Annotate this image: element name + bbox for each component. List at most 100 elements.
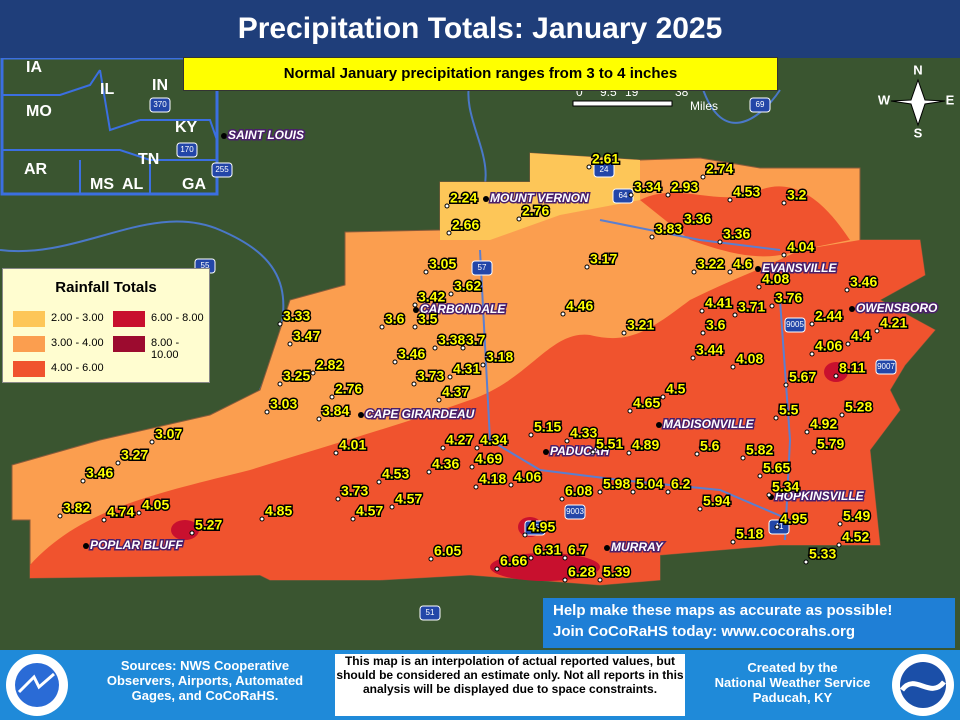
legend-swatch [13, 361, 45, 377]
station-dot [448, 291, 454, 297]
city-label: EVANSVILLE [762, 261, 837, 275]
station-value: 2.93 [671, 179, 698, 195]
station-value: 4.65 [633, 395, 660, 411]
station-value: 5.6 [700, 438, 720, 454]
station-value: 4.57 [356, 503, 383, 519]
station-value: 3.17 [590, 251, 617, 267]
station-dot [660, 394, 666, 400]
highway-shield [176, 142, 198, 158]
station-value: 5.79 [817, 436, 844, 452]
highway-shield [149, 97, 171, 113]
station-dot [469, 464, 475, 470]
station-value: 2.61 [592, 151, 619, 167]
station-dot [649, 234, 655, 240]
station-value: 3.36 [684, 211, 711, 227]
station-dot [264, 409, 270, 415]
station-dot [559, 496, 565, 502]
station-dot [444, 203, 450, 209]
station-value: 3.6 [385, 311, 405, 327]
highway-label: 370 [153, 100, 167, 109]
station-value: 4.57 [395, 491, 422, 507]
station-dot [845, 341, 851, 347]
station-dot [474, 445, 480, 451]
highway-shield [211, 162, 233, 178]
station-dot [350, 516, 356, 522]
station-dot [597, 577, 603, 583]
station-value: 3.84 [322, 403, 349, 419]
station-value: 5.15 [534, 419, 561, 435]
station-dot [259, 516, 265, 522]
station-dot [80, 478, 86, 484]
station-value: 5.04 [636, 476, 663, 492]
station-value: 3.7 [466, 332, 486, 348]
station-value: 2.44 [815, 308, 842, 324]
legend-swatch [113, 311, 145, 327]
scale-bar [572, 100, 673, 107]
city-label: SAINT LOUIS [228, 128, 304, 142]
station-value: 3.46 [398, 346, 425, 362]
station-dot [412, 302, 418, 308]
station-value: 2.82 [316, 357, 343, 373]
station-dot [136, 510, 142, 516]
station-dot [460, 345, 466, 351]
station-value: 3.27 [121, 447, 148, 463]
city-dot [543, 449, 549, 455]
station-dot [379, 324, 385, 330]
station-dot [727, 269, 733, 275]
station-value: 4.53 [733, 184, 760, 200]
legend-swatch [13, 311, 45, 327]
precip-6-8 [490, 553, 600, 581]
highway-shield [471, 260, 493, 276]
station-value: 4.36 [432, 456, 459, 472]
station-dot [809, 321, 815, 327]
city-label: CAPE GIRARDEAU [365, 407, 475, 421]
legend-label: 8.00 - 10.00 [151, 337, 180, 361]
compass-label: W [878, 92, 891, 107]
station-dot [564, 438, 570, 444]
station-value: 3.44 [696, 342, 723, 358]
station-value: 3.05 [429, 256, 456, 272]
highway-label: 57 [478, 263, 487, 272]
highway-shield [875, 359, 897, 375]
station-dot [694, 451, 700, 457]
highway-label: 64 [619, 191, 628, 200]
station-value: 5.98 [603, 476, 630, 492]
highway-label: 170 [180, 145, 194, 154]
station-dot [740, 455, 746, 461]
station-value: 4.05 [142, 497, 169, 513]
city-label: MOUNT VERNON [490, 191, 589, 205]
highway-shield [749, 97, 771, 113]
highway-label: 51 [426, 608, 435, 617]
station-value: 4.5 [666, 381, 686, 397]
station-value: 4.01 [339, 437, 366, 453]
station-value: 3.47 [293, 328, 320, 344]
station-value: 4.85 [265, 503, 292, 519]
station-value: 3.82 [63, 500, 90, 516]
legend-swatch [113, 336, 145, 352]
station-dot [717, 239, 723, 245]
station-value: 4.21 [880, 315, 907, 331]
station-dot [115, 460, 121, 466]
station-dot [839, 412, 845, 418]
callout-line: Help make these maps as accurate as poss… [553, 602, 893, 619]
legend-label: 3.00 - 4.00 [51, 337, 104, 349]
city-label: MURRAY [611, 540, 664, 554]
station-dot [773, 415, 779, 421]
sources: Sources: NWS Cooperative Observers, Airp… [106, 658, 304, 703]
station-value: 5.65 [763, 460, 790, 476]
station-value: 4.69 [475, 451, 502, 467]
station-value: 5.18 [736, 526, 763, 542]
legend-label: 2.00 - 3.00 [51, 312, 104, 324]
city-label: CARBONDALE [420, 302, 506, 316]
station-value: 4.04 [787, 239, 814, 255]
station-value: 5.51 [596, 436, 623, 452]
station-dot [586, 164, 592, 170]
station-dot [432, 345, 438, 351]
station-value: 4.89 [632, 437, 659, 453]
station-value: 5.34 [772, 479, 799, 495]
station-dot [310, 370, 316, 376]
station-dot [447, 374, 453, 380]
noaa-logo [892, 654, 954, 716]
station-value: 6.7 [568, 542, 588, 558]
station-dot [697, 506, 703, 512]
